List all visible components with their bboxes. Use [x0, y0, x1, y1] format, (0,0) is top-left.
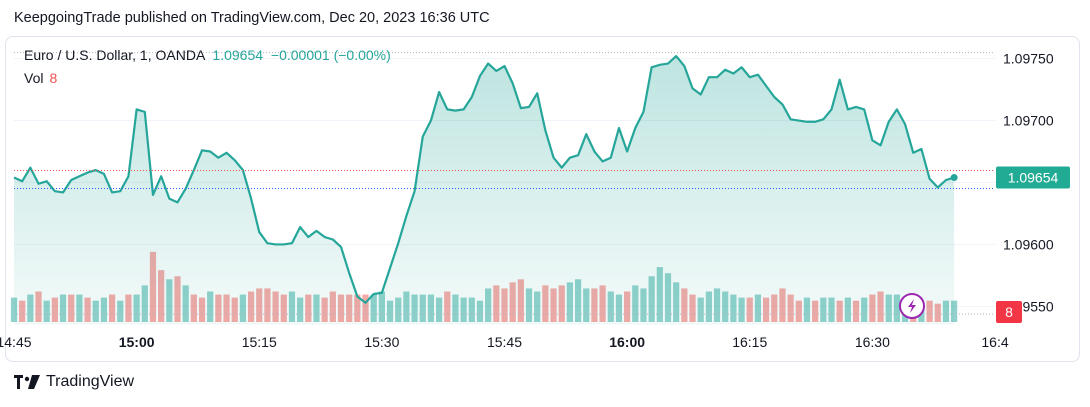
price-change: −0.00001 (−0.00%): [270, 47, 391, 63]
price-line: [13, 55, 955, 304]
x-tick-label: 14:45: [0, 334, 32, 350]
tradingview-logo-icon: [14, 375, 40, 389]
last-volume-badge-text: 8: [1005, 304, 1013, 320]
symbol-name: Euro / U.S. Dollar, 1, OANDA: [24, 47, 205, 63]
x-tick-label: 15:30: [364, 334, 399, 350]
footer-brand[interactable]: TradingView: [14, 373, 134, 391]
last-price-badge-text: 1.09654: [1008, 170, 1059, 186]
brand-name: TradingView: [46, 373, 135, 390]
lightning-icon[interactable]: [899, 293, 925, 319]
x-tick-label: 16:15: [732, 334, 767, 350]
last-price-dot: [950, 174, 958, 182]
y-tick-label: 1.09700: [1003, 113, 1054, 129]
last-price: 1.09654: [212, 47, 264, 63]
x-tick-label: 16:4: [981, 334, 1008, 350]
last-volume-badge: [996, 301, 1022, 323]
x-tick-label: 15:15: [242, 334, 277, 350]
x-tick-label: 15:45: [487, 334, 522, 350]
x-tick-label: 16:30: [855, 334, 890, 350]
volume-legend: Vol 8: [24, 70, 57, 86]
x-axis: 14:45 15:00 15:15 15:30 15:45 16:00 16:15 16:30…: [0, 334, 1009, 350]
x-tick-label: 15:00: [119, 334, 155, 350]
axis-badges: 1.09654 8: [14, 52, 1070, 323]
publish-info: KeepgoingTrade published on TradingView.…: [14, 10, 490, 26]
x-tick-label: 16:00: [609, 334, 645, 350]
volume-label: Vol: [24, 70, 44, 86]
y-tick-label: 1.09600: [1003, 236, 1054, 252]
chart-frame: [5, 36, 1080, 362]
symbol-legend: Euro / U.S. Dollar, 1, OANDA 1.09654 −0.…: [24, 47, 391, 63]
volume-value: 8: [49, 70, 58, 86]
last-price-badge: [996, 166, 1070, 189]
price-area: [14, 56, 955, 326]
y-tick-label: 1.09750: [1003, 51, 1054, 67]
